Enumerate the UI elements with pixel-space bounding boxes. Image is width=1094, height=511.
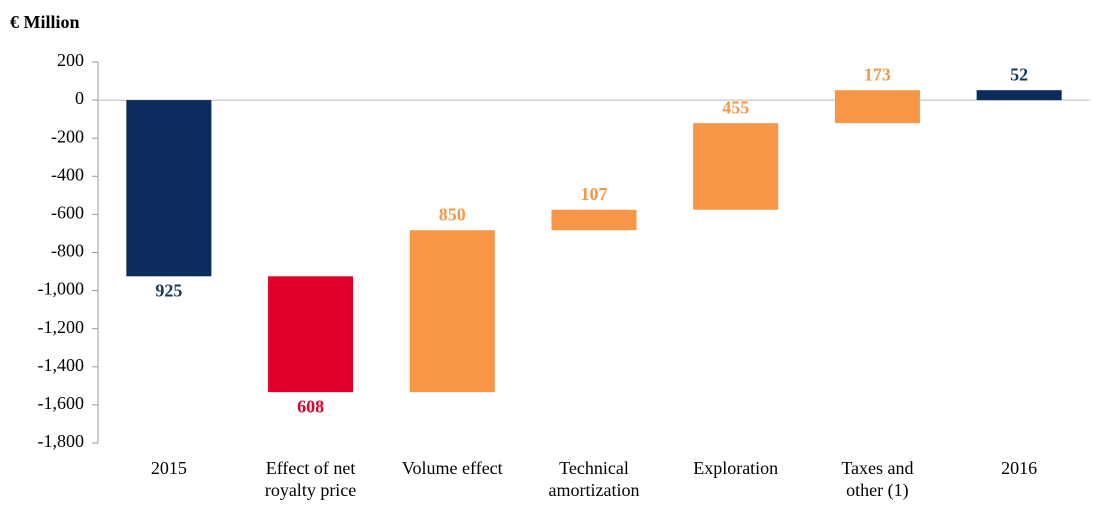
bar: [693, 123, 779, 210]
value-label: 850: [439, 204, 466, 224]
bar: [834, 90, 920, 124]
x-tick-label: Effect of net royalty price: [264, 458, 357, 500]
value-label: 52: [1010, 64, 1028, 84]
value-label: 455: [722, 97, 749, 117]
y-tick-label: -600: [51, 203, 84, 223]
chart-title: € Million: [10, 12, 80, 32]
y-tick-label: -1,400: [38, 355, 85, 375]
y-tick-label: 200: [57, 50, 84, 70]
y-tick-label: -400: [51, 164, 84, 184]
x-tick-label: 2015: [150, 458, 187, 478]
x-tick-label: Volume effect: [401, 458, 503, 478]
value-label: 173: [864, 64, 891, 84]
bar: [976, 90, 1062, 101]
value-label: 925: [155, 280, 182, 300]
bar: [409, 230, 495, 393]
x-tick-label: 2016: [1001, 458, 1038, 478]
bar: [551, 209, 637, 231]
y-tick-label: -1,200: [38, 317, 85, 337]
bar: [126, 100, 212, 277]
y-tick-label: 0: [75, 88, 84, 108]
y-tick-label: -200: [51, 126, 84, 146]
x-tick-label: Taxes and other (1): [841, 458, 914, 500]
y-tick-label: -1,000: [38, 279, 85, 299]
value-label: 608: [297, 396, 324, 416]
y-tick-label: -1,600: [38, 393, 85, 413]
x-tick-label: Exploration: [693, 458, 779, 478]
y-tick-label: -1,800: [38, 431, 85, 451]
bar: [268, 276, 354, 393]
x-tick-label: Technical amortization: [548, 458, 640, 500]
y-tick-label: -800: [51, 241, 84, 261]
value-label: 107: [581, 184, 608, 204]
